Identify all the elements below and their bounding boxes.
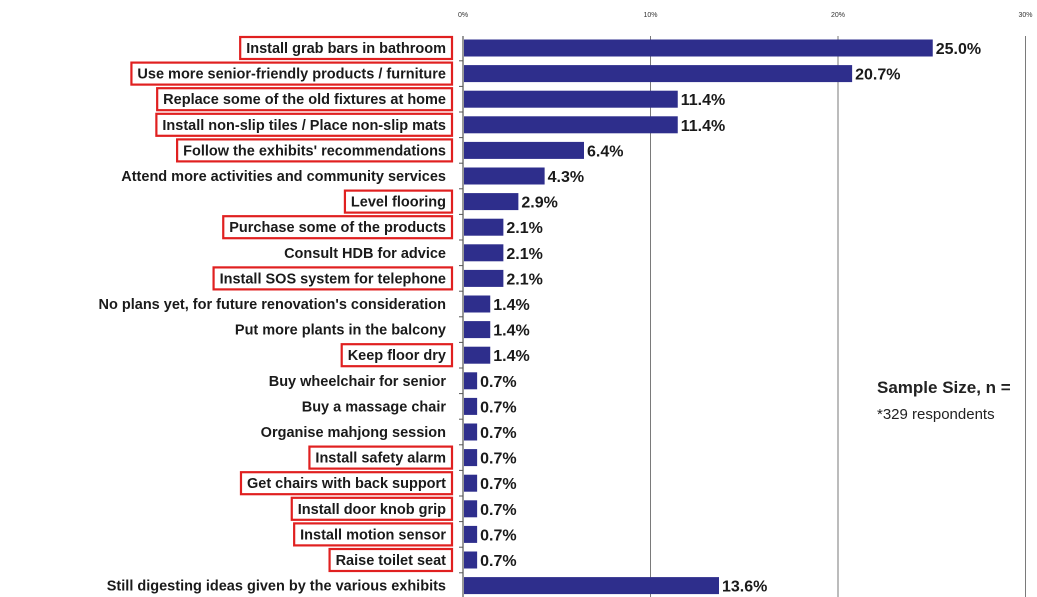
bar [464, 449, 478, 467]
bar [464, 244, 504, 262]
bar [464, 474, 478, 492]
value-label: 1.4% [493, 297, 529, 314]
highlight-box [222, 215, 454, 240]
value-label: 2.1% [506, 246, 542, 263]
bar [464, 295, 491, 313]
bar [464, 423, 478, 441]
value-label: 2.1% [506, 220, 542, 237]
value-label: 1.4% [493, 323, 529, 340]
x-tick-label: 30% [1018, 12, 1032, 19]
category-label: Level flooring [351, 195, 446, 211]
category-label: Consult HDB for advice [284, 246, 446, 262]
bar [464, 167, 545, 185]
highlight-box [308, 445, 454, 470]
sample-size-annotation: Sample Size, n = *329 respondents [877, 378, 1037, 438]
category-label: No plans yet, for future renovation's co… [99, 297, 446, 313]
category-label: Keep floor dry [348, 348, 446, 364]
bar [464, 193, 519, 211]
bar [464, 397, 478, 415]
bar [464, 141, 584, 159]
sample-size-label: Sample Size, n = [877, 378, 1011, 397]
x-tick-label: 10% [643, 12, 657, 19]
category-label: Buy a massage chair [302, 399, 447, 415]
highlight-box [343, 189, 454, 214]
bar [464, 372, 478, 390]
value-label: 11.4% [681, 92, 725, 109]
value-label: 0.7% [480, 476, 516, 493]
category-label: Organise mahjong session [261, 425, 446, 441]
bar [464, 551, 478, 569]
bar [464, 525, 478, 543]
bar [464, 218, 504, 236]
bar [464, 39, 933, 57]
value-label: 0.7% [480, 451, 516, 468]
category-label: Attend more activities and community ser… [121, 169, 446, 185]
x-tick-label: 0% [458, 12, 468, 19]
highlight-box [239, 471, 454, 496]
category-label: Still digesting ideas given by the vario… [107, 579, 446, 595]
highlight-box [176, 138, 454, 163]
value-label: 11.4% [681, 118, 725, 135]
bar [464, 321, 491, 339]
value-label: 2.9% [521, 195, 557, 212]
bar [464, 346, 491, 364]
highlight-box [156, 87, 454, 112]
highlight-box [340, 343, 454, 368]
value-label: 13.6% [722, 579, 767, 596]
value-label: 4.3% [548, 169, 584, 186]
value-label: 6.4% [587, 143, 623, 160]
sample-size-note: *329 respondents [877, 406, 995, 423]
x-tick-label: 20% [831, 12, 845, 19]
category-label: Raise toilet seat [336, 553, 447, 569]
category-label: Install door knob grip [298, 502, 446, 518]
category-label: Purchase some of the products [229, 220, 446, 236]
category-label: Install non-slip tiles / Place non-slip … [162, 118, 446, 134]
bar [464, 577, 719, 595]
category-label: Replace some of the old fixtures at home [163, 92, 446, 108]
category-label: Put more plants in the balcony [235, 323, 446, 339]
bar [464, 90, 678, 108]
value-label: 20.7% [855, 67, 900, 84]
value-label: 0.7% [480, 502, 516, 519]
value-label: 0.7% [480, 527, 516, 544]
value-label: 25.0% [936, 41, 981, 58]
bar [464, 500, 478, 518]
category-label: Use more senior-friendly products / furn… [137, 67, 446, 83]
category-label: Install grab bars in bathroom [246, 41, 446, 57]
value-label: 1.4% [493, 348, 529, 365]
bar [464, 65, 853, 83]
bar [464, 116, 678, 134]
value-label: 0.7% [480, 374, 516, 391]
bar [464, 269, 504, 287]
value-label: 0.7% [480, 399, 516, 416]
category-label: Install motion sensor [300, 527, 446, 543]
highlight-box [290, 496, 454, 521]
highlight-box [130, 61, 454, 86]
category-label: Install safety alarm [315, 451, 446, 467]
highlight-box [293, 522, 454, 547]
category-label: Install SOS system for telephone [220, 271, 446, 287]
category-label: Buy wheelchair for senior [269, 374, 447, 390]
highlight-box [239, 35, 454, 61]
value-label: 0.7% [480, 425, 516, 442]
highlight-box [155, 112, 454, 137]
value-label: 2.1% [506, 271, 542, 288]
highlight-box [328, 547, 454, 573]
highlight-box [212, 266, 454, 291]
value-label: 0.7% [480, 553, 516, 570]
category-label: Follow the exhibits' recommendations [183, 143, 446, 159]
category-label: Get chairs with back support [247, 476, 446, 492]
